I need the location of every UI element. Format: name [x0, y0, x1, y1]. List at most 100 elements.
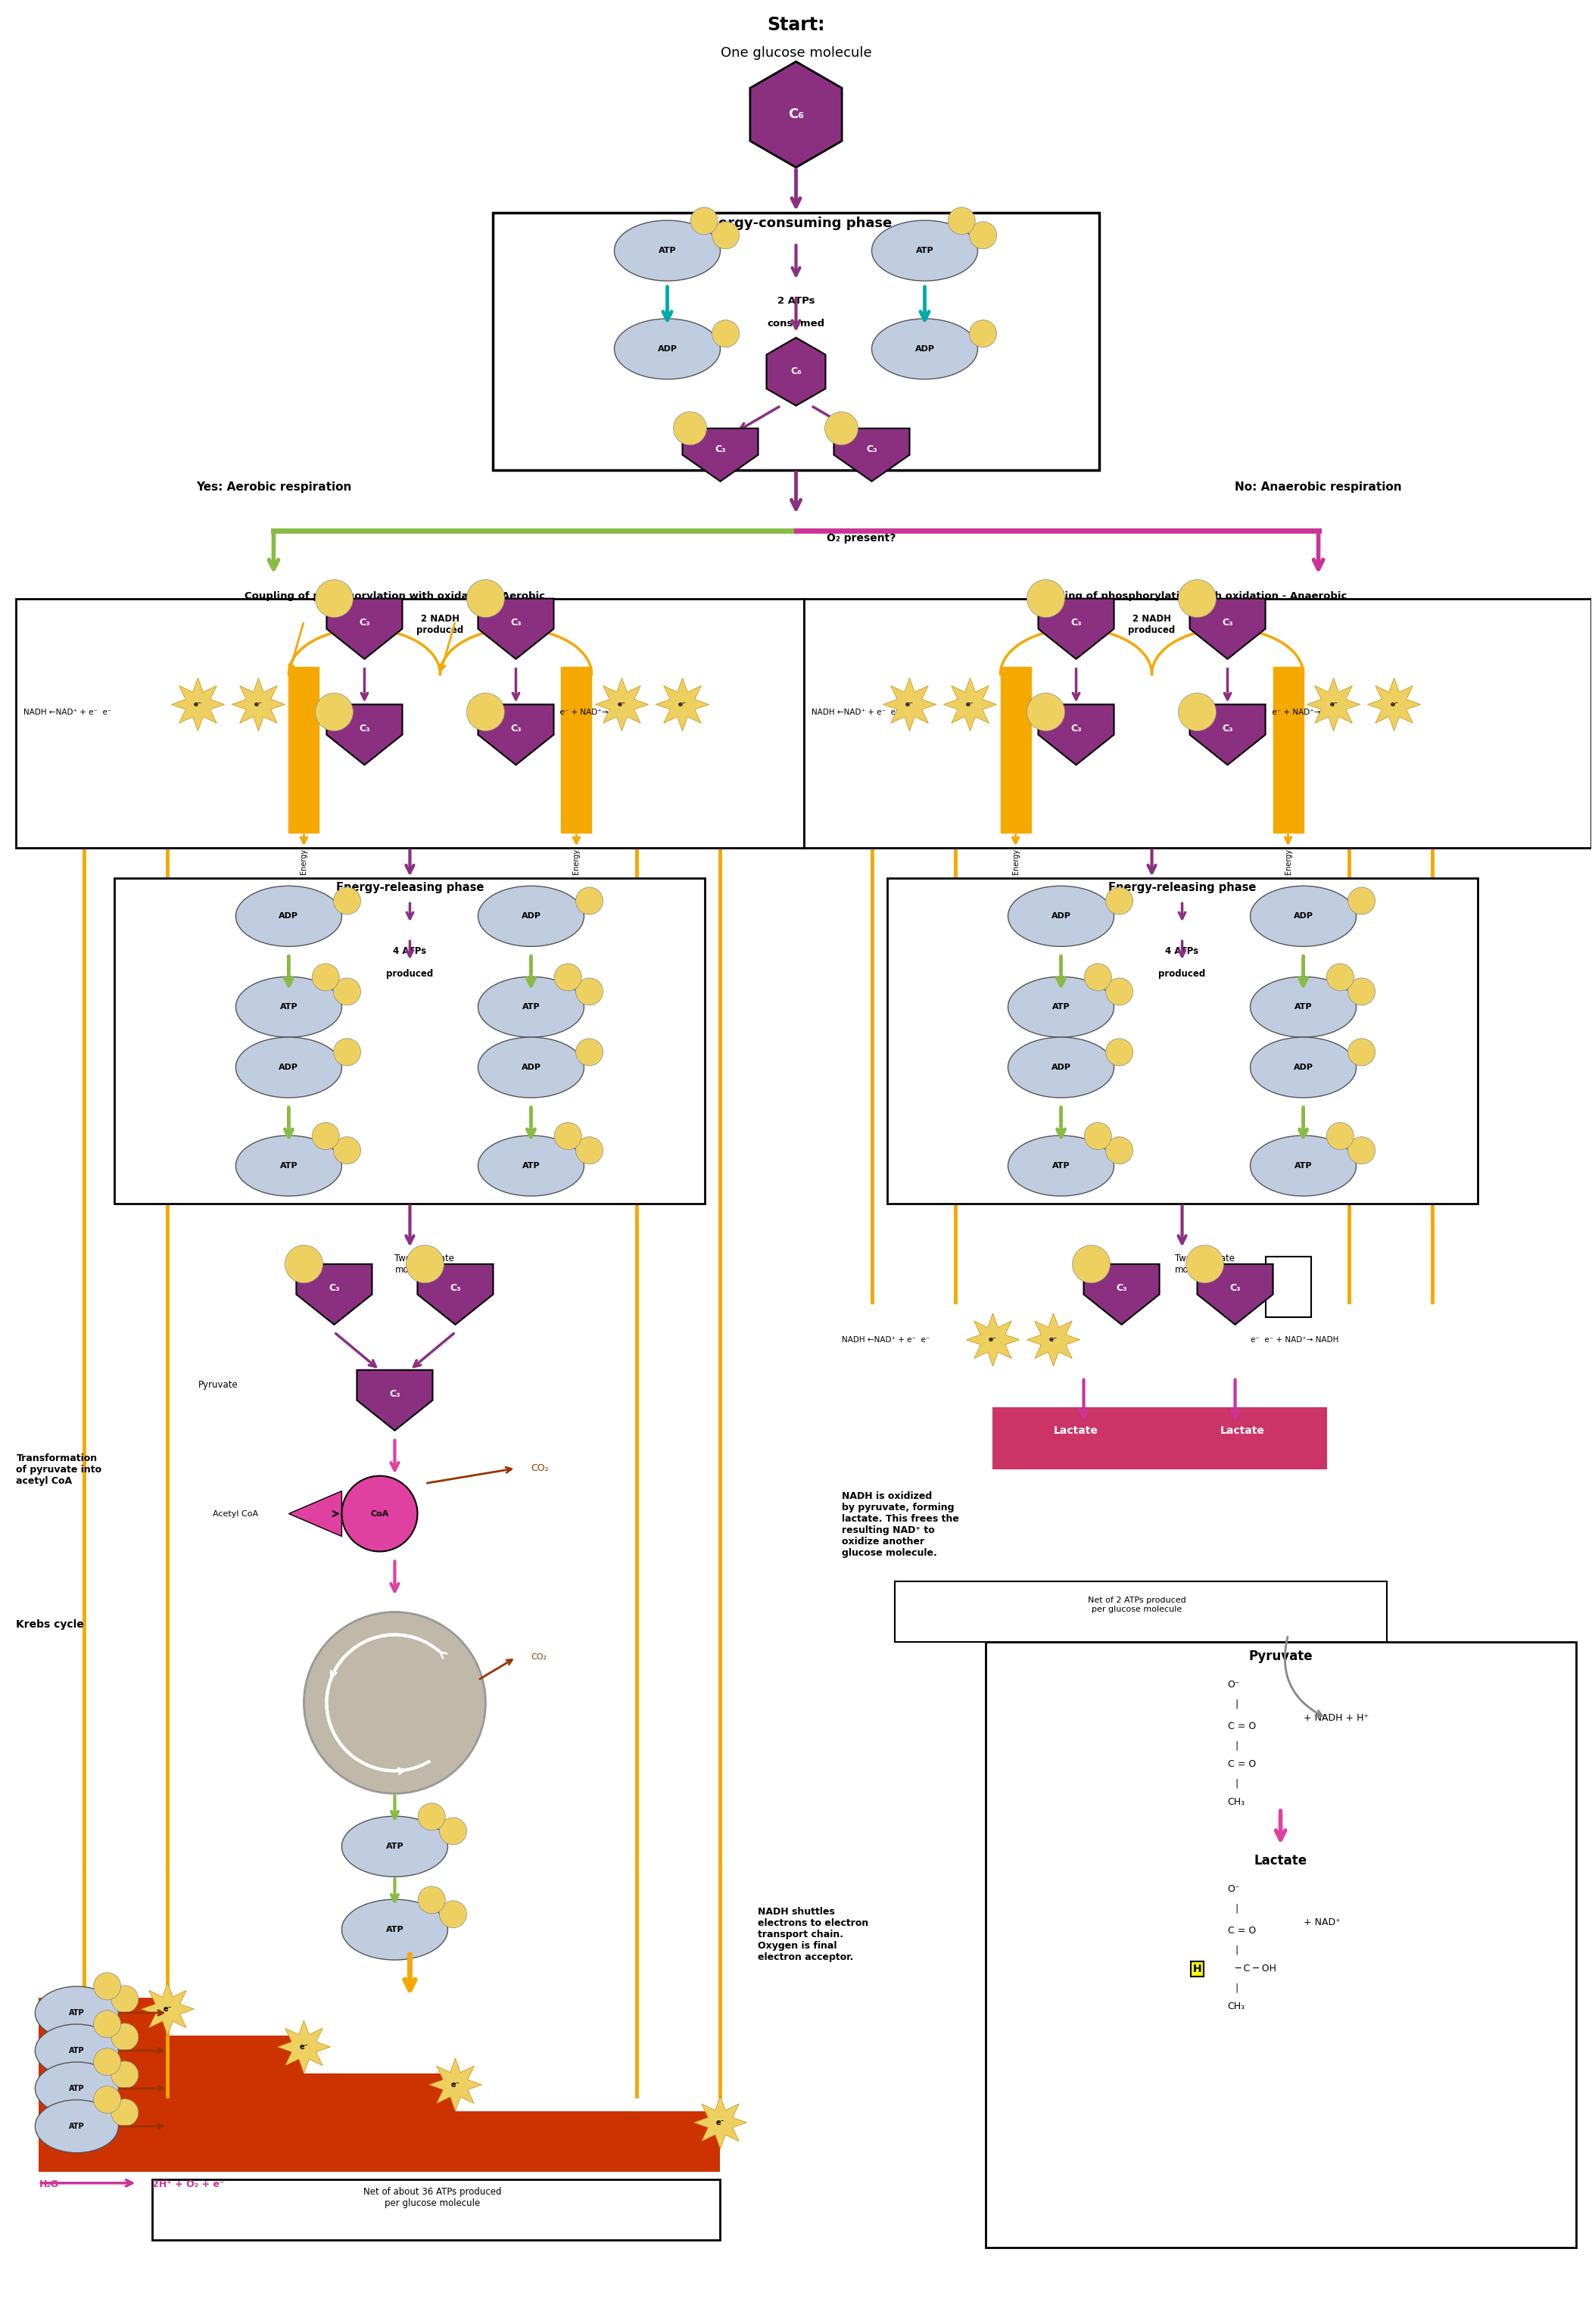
- Circle shape: [111, 2099, 139, 2126]
- Polygon shape: [277, 2020, 331, 2073]
- Circle shape: [419, 1887, 446, 1913]
- Text: |: |: [1235, 1945, 1239, 1954]
- Text: e⁻: e⁻: [716, 2119, 724, 2126]
- Text: Lactate: Lactate: [1254, 1855, 1307, 1868]
- Circle shape: [94, 2047, 121, 2075]
- Polygon shape: [172, 679, 224, 732]
- Ellipse shape: [478, 885, 584, 946]
- Text: ─ C ─ OH: ─ C ─ OH: [1235, 1964, 1277, 1973]
- Text: ATP: ATP: [385, 1927, 404, 1934]
- Circle shape: [1106, 888, 1134, 913]
- Text: Pyruvate: Pyruvate: [1248, 1650, 1312, 1664]
- Circle shape: [554, 964, 581, 990]
- Polygon shape: [38, 1999, 720, 2171]
- Text: ATP: ATP: [68, 2008, 84, 2017]
- Polygon shape: [1038, 600, 1114, 660]
- Circle shape: [576, 1136, 603, 1164]
- Text: Yes: Aerobic respiration: Yes: Aerobic respiration: [196, 481, 352, 493]
- Circle shape: [1186, 1246, 1224, 1283]
- Text: Lactate: Lactate: [1221, 1425, 1266, 1436]
- FancyBboxPatch shape: [985, 1643, 1576, 2247]
- Polygon shape: [417, 1264, 494, 1325]
- Ellipse shape: [236, 976, 342, 1037]
- Text: ATP: ATP: [1294, 1162, 1312, 1169]
- Bar: [1266, 1257, 1310, 1318]
- Text: e⁻: e⁻: [299, 2043, 309, 2050]
- Polygon shape: [1197, 1264, 1274, 1325]
- Circle shape: [406, 1246, 444, 1283]
- Circle shape: [315, 693, 353, 732]
- Text: ATP: ATP: [522, 1162, 540, 1169]
- Circle shape: [333, 978, 361, 1006]
- FancyBboxPatch shape: [804, 600, 1590, 848]
- Polygon shape: [656, 679, 708, 732]
- Text: CoA: CoA: [371, 1511, 388, 1518]
- Text: Energy: Energy: [301, 848, 307, 874]
- Text: ATP: ATP: [1052, 1162, 1070, 1169]
- Text: ATP: ATP: [68, 2047, 84, 2054]
- Text: Net of about 36 ATPs produced
per glucose molecule: Net of about 36 ATPs produced per glucos…: [363, 2187, 501, 2208]
- Circle shape: [1178, 693, 1216, 732]
- Text: C₃: C₃: [358, 723, 369, 734]
- Text: 2 NADH
produced: 2 NADH produced: [417, 614, 463, 634]
- Circle shape: [1348, 1136, 1375, 1164]
- Ellipse shape: [1008, 1136, 1114, 1197]
- Text: e⁻: e⁻: [678, 702, 686, 709]
- Text: ADP: ADP: [1293, 1064, 1313, 1071]
- Text: 2H⁺ + O₂ + e⁻: 2H⁺ + O₂ + e⁻: [153, 2180, 224, 2189]
- Circle shape: [439, 1817, 466, 1845]
- Ellipse shape: [236, 885, 342, 946]
- Text: ATP: ATP: [1052, 1004, 1070, 1011]
- Text: ATP: ATP: [915, 246, 933, 253]
- FancyBboxPatch shape: [1159, 1408, 1326, 1469]
- Circle shape: [1073, 1246, 1110, 1283]
- Circle shape: [333, 888, 361, 913]
- Text: Energy-releasing phase: Energy-releasing phase: [336, 883, 484, 892]
- Circle shape: [1178, 579, 1216, 618]
- FancyBboxPatch shape: [16, 600, 804, 848]
- Circle shape: [691, 207, 718, 235]
- FancyBboxPatch shape: [153, 2180, 720, 2240]
- Text: ADP: ADP: [521, 1064, 541, 1071]
- Text: ADP: ADP: [657, 346, 677, 353]
- Ellipse shape: [478, 1136, 584, 1197]
- Circle shape: [1027, 693, 1065, 732]
- Text: C₆: C₆: [791, 367, 801, 376]
- Circle shape: [466, 693, 505, 732]
- Text: produced: produced: [387, 969, 433, 978]
- Circle shape: [576, 978, 603, 1006]
- Ellipse shape: [615, 318, 720, 379]
- Text: ATP: ATP: [659, 246, 677, 253]
- Text: CO₂: CO₂: [532, 1464, 549, 1473]
- FancyBboxPatch shape: [993, 1408, 1159, 1469]
- Text: Energy-consuming phase: Energy-consuming phase: [700, 216, 892, 230]
- Text: + NADH + H⁺: + NADH + H⁺: [1304, 1713, 1369, 1722]
- Text: Pyruvate: Pyruvate: [197, 1380, 237, 1390]
- Circle shape: [1326, 964, 1353, 990]
- Circle shape: [825, 411, 858, 444]
- Text: C₃: C₃: [715, 444, 726, 456]
- Ellipse shape: [478, 1037, 584, 1097]
- Text: 4 ATPs: 4 ATPs: [1165, 946, 1199, 955]
- Text: e⁻: e⁻: [451, 2080, 460, 2089]
- Ellipse shape: [1250, 1037, 1356, 1097]
- Text: e⁻  e⁻ + NAD⁺→ NADH: e⁻ e⁻ + NAD⁺→ NADH: [546, 709, 634, 716]
- Text: C₃: C₃: [1070, 723, 1081, 734]
- Circle shape: [1106, 978, 1134, 1006]
- Text: ADP: ADP: [279, 913, 299, 920]
- Circle shape: [1027, 579, 1065, 618]
- Circle shape: [1348, 888, 1375, 913]
- Polygon shape: [694, 2096, 747, 2150]
- Ellipse shape: [342, 1817, 447, 1878]
- Text: ADP: ADP: [1293, 913, 1313, 920]
- Text: ATP: ATP: [68, 2085, 84, 2092]
- Ellipse shape: [35, 2024, 118, 2078]
- Text: C₃: C₃: [1223, 618, 1234, 627]
- Text: e⁻: e⁻: [966, 702, 974, 709]
- Text: C₃: C₃: [388, 1390, 400, 1399]
- Polygon shape: [326, 600, 403, 660]
- Ellipse shape: [342, 1899, 447, 1959]
- Circle shape: [111, 2024, 139, 2050]
- Text: C₆: C₆: [788, 107, 804, 121]
- Text: ATP: ATP: [1294, 1004, 1312, 1011]
